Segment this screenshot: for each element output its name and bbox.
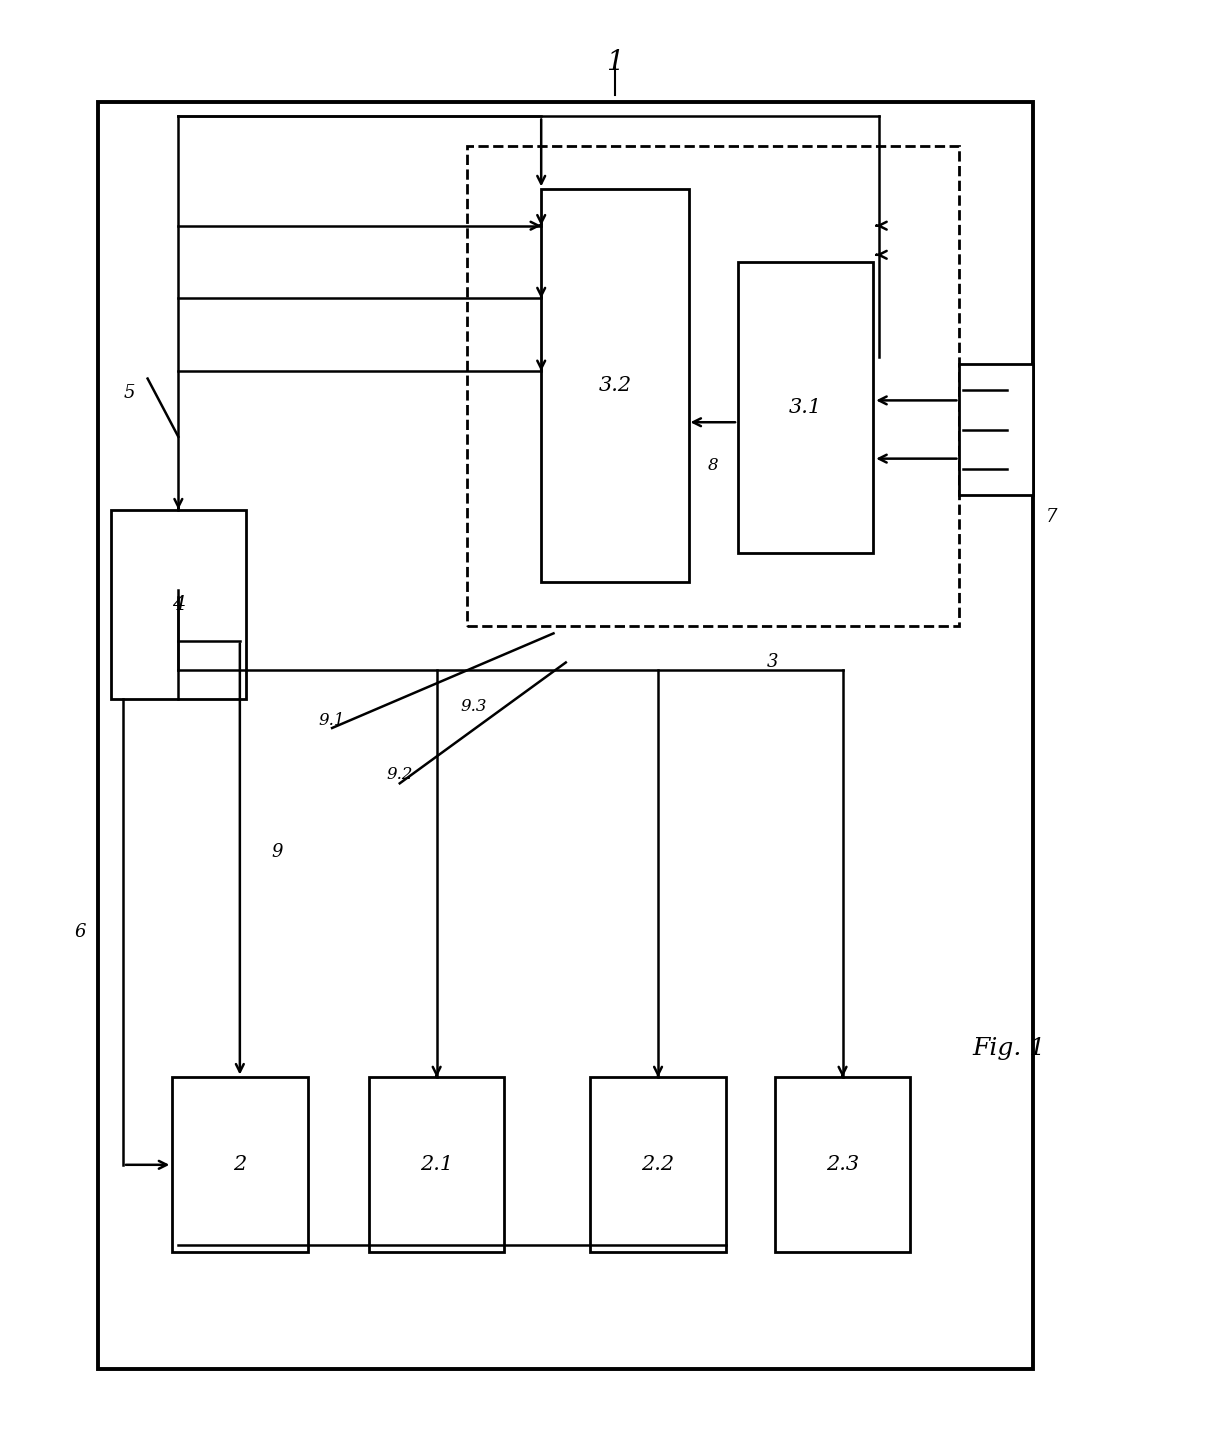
Text: 9.3: 9.3 xyxy=(460,697,487,715)
Text: 6: 6 xyxy=(74,923,86,941)
Bar xyxy=(111,510,246,699)
Bar xyxy=(738,262,873,553)
Text: 1: 1 xyxy=(606,50,624,76)
Text: 3: 3 xyxy=(766,654,779,671)
Text: 2.2: 2.2 xyxy=(642,1155,674,1175)
Text: 3.1: 3.1 xyxy=(790,397,822,418)
Text: 2: 2 xyxy=(234,1155,246,1175)
Text: 5: 5 xyxy=(123,384,135,402)
Bar xyxy=(369,1077,504,1252)
Text: 4: 4 xyxy=(172,594,184,614)
Text: Fig. 1: Fig. 1 xyxy=(972,1037,1046,1060)
Text: 2.1: 2.1 xyxy=(421,1155,453,1175)
Bar xyxy=(959,364,1033,495)
Text: 2.3: 2.3 xyxy=(827,1155,859,1175)
Text: 9.1: 9.1 xyxy=(319,712,346,729)
Bar xyxy=(172,1077,308,1252)
Bar xyxy=(98,102,1033,1369)
Bar xyxy=(590,1077,726,1252)
Text: 9.2: 9.2 xyxy=(386,766,413,783)
Bar xyxy=(541,189,689,582)
Text: 9: 9 xyxy=(271,843,283,860)
Bar xyxy=(467,146,959,626)
Text: 3.2: 3.2 xyxy=(599,376,631,396)
Bar xyxy=(775,1077,910,1252)
Text: 8: 8 xyxy=(708,457,718,475)
Text: 7: 7 xyxy=(1046,508,1058,526)
